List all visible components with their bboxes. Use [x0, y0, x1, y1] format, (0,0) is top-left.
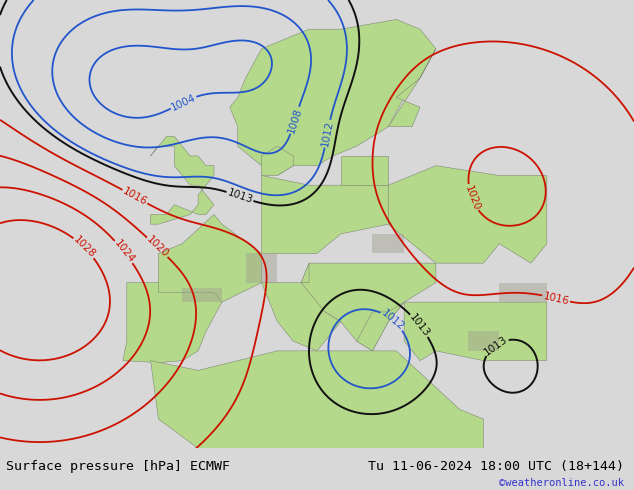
Text: 1008: 1008 [286, 106, 304, 134]
Text: 1012: 1012 [320, 120, 335, 147]
Text: 1020: 1020 [463, 184, 481, 212]
Polygon shape [158, 215, 261, 302]
Polygon shape [468, 331, 500, 351]
Polygon shape [404, 302, 547, 361]
Polygon shape [373, 234, 404, 253]
Text: 1020: 1020 [145, 235, 171, 260]
Text: 1013: 1013 [408, 312, 432, 339]
Text: 1028: 1028 [71, 235, 97, 260]
Polygon shape [341, 156, 388, 185]
Polygon shape [301, 263, 436, 351]
Polygon shape [150, 136, 214, 224]
Polygon shape [150, 351, 483, 448]
Polygon shape [388, 166, 547, 263]
Text: ©weatheronline.co.uk: ©weatheronline.co.uk [500, 478, 624, 488]
Polygon shape [183, 288, 222, 302]
Polygon shape [261, 175, 388, 253]
Text: Tu 11-06-2024 18:00 UTC (18+144): Tu 11-06-2024 18:00 UTC (18+144) [368, 460, 624, 473]
Text: 1012: 1012 [379, 308, 406, 333]
Polygon shape [261, 263, 341, 351]
Polygon shape [356, 302, 404, 351]
Text: 1004: 1004 [169, 92, 197, 112]
Polygon shape [388, 49, 436, 127]
Text: 1013: 1013 [226, 188, 254, 205]
Polygon shape [230, 20, 436, 175]
Polygon shape [246, 253, 278, 283]
Polygon shape [261, 146, 293, 175]
Text: 1013: 1013 [482, 334, 509, 357]
Text: 1016: 1016 [542, 291, 570, 306]
Text: Surface pressure [hPa] ECMWF: Surface pressure [hPa] ECMWF [6, 460, 230, 473]
Polygon shape [123, 283, 222, 363]
Text: 1016: 1016 [121, 186, 149, 207]
Polygon shape [500, 283, 547, 302]
Text: 1024: 1024 [112, 238, 136, 265]
